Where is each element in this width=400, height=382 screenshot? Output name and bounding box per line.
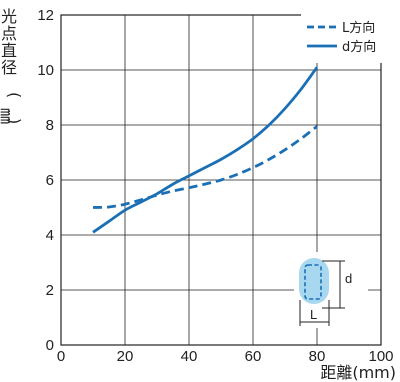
x-tick-label: 60 — [245, 348, 262, 365]
series-group — [92, 66, 319, 234]
y-axis: 0 2 4 6 8 10 12 — [37, 7, 54, 354]
y-tick-label: 4 — [46, 227, 54, 244]
d-dimension-label: d — [345, 271, 352, 286]
y-tick-label: 12 — [37, 7, 54, 24]
y-tick-label: 6 — [46, 172, 54, 189]
x-axis: 0 20 40 60 80 100 — [57, 348, 394, 365]
y-tick-label: 10 — [37, 62, 54, 79]
y-tick-label: 0 — [46, 337, 54, 354]
legend: L方向 d方向 — [301, 13, 391, 63]
series-line-d — [92, 66, 319, 234]
series-line-l — [92, 125, 318, 209]
spot-ellipse — [299, 258, 329, 304]
plot-frame — [60, 14, 382, 346]
x-tick-label: 40 — [181, 348, 198, 365]
x-tick-label: 20 — [117, 348, 134, 365]
y-axis-title: 光点直径(㎜) — [0, 7, 24, 124]
y-tick-label: 2 — [46, 282, 54, 299]
l-dimension-label: L — [310, 307, 317, 322]
x-tick-label: 0 — [57, 348, 65, 365]
x-tick-label: 80 — [309, 348, 326, 365]
legend-background — [301, 13, 391, 63]
x-axis-title: 距離(mm) — [320, 363, 396, 382]
x-tick-label: 100 — [368, 348, 393, 365]
legend-label-l: L方向 — [342, 20, 375, 36]
spot-outline — [304, 264, 322, 300]
legend-label-d: d方向 — [342, 39, 376, 55]
spot-diagram-inset: d L — [294, 252, 368, 328]
y-tick-label: 8 — [46, 117, 54, 134]
